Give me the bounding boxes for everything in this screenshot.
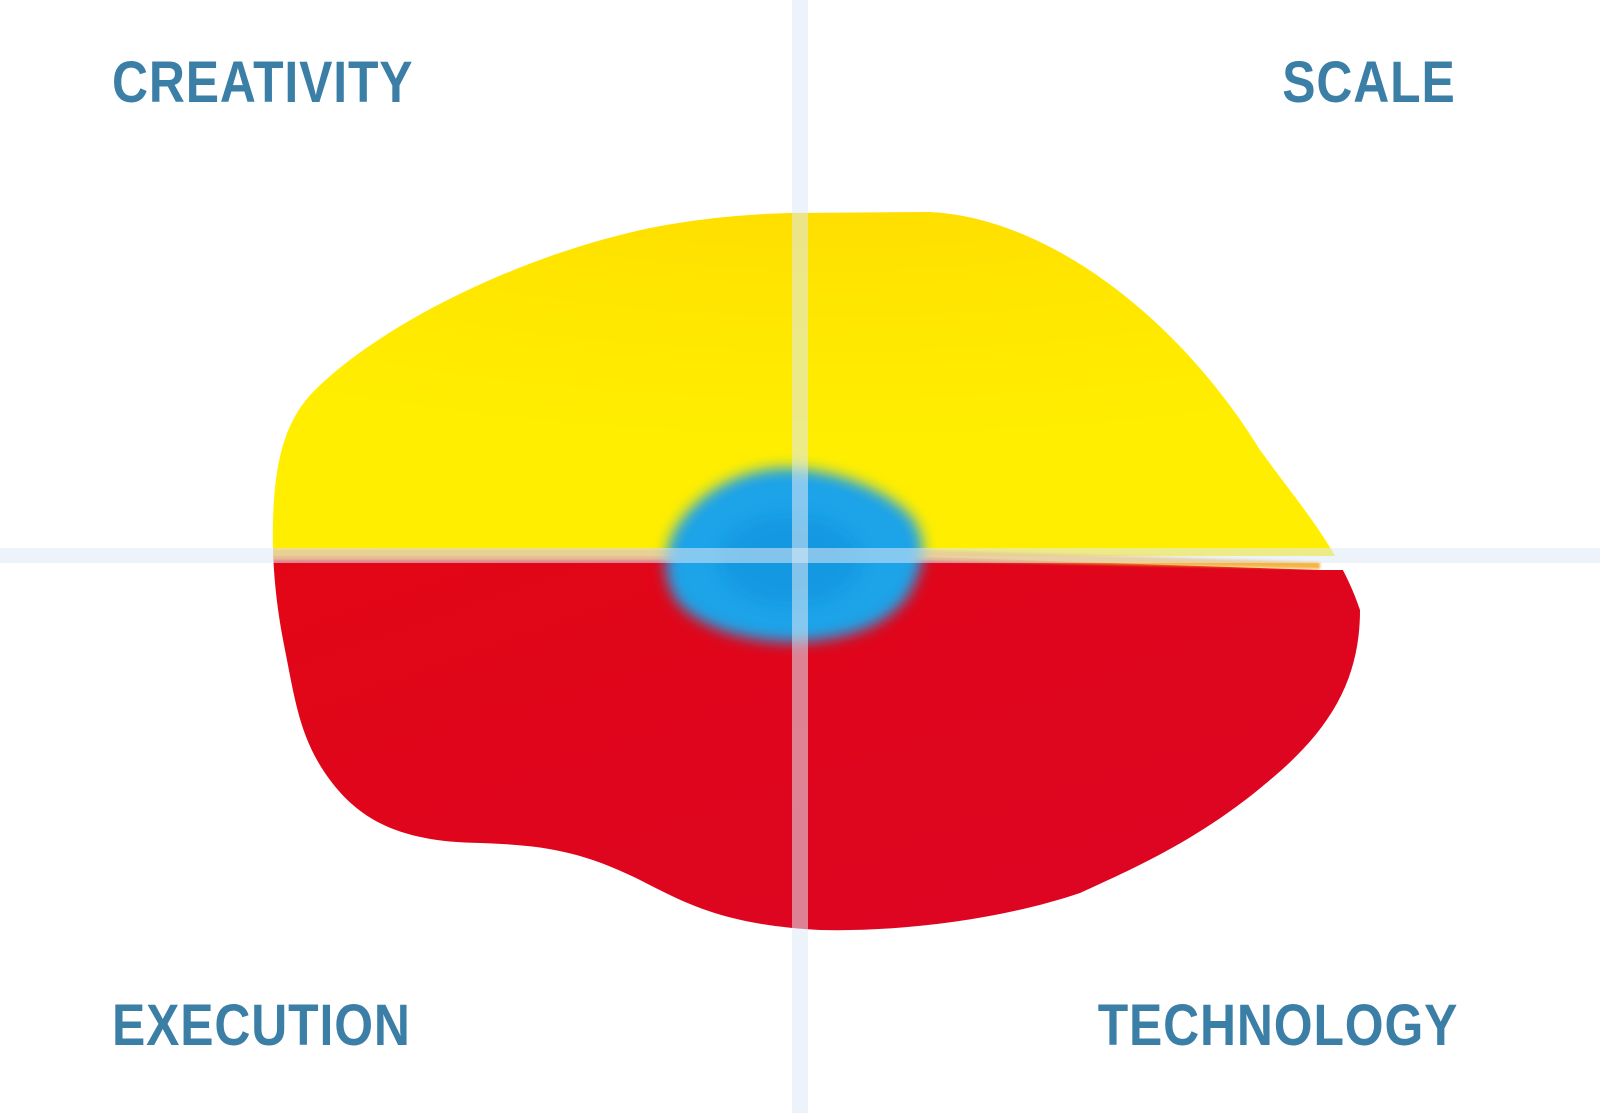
label-creativity: CREATIVITY: [112, 50, 414, 115]
horizontal-axis: [0, 548, 1600, 563]
label-execution: EXECUTION: [112, 993, 411, 1058]
label-scale: SCALE: [1282, 50, 1456, 115]
label-technology: TECHNOLOGY: [1097, 993, 1458, 1058]
